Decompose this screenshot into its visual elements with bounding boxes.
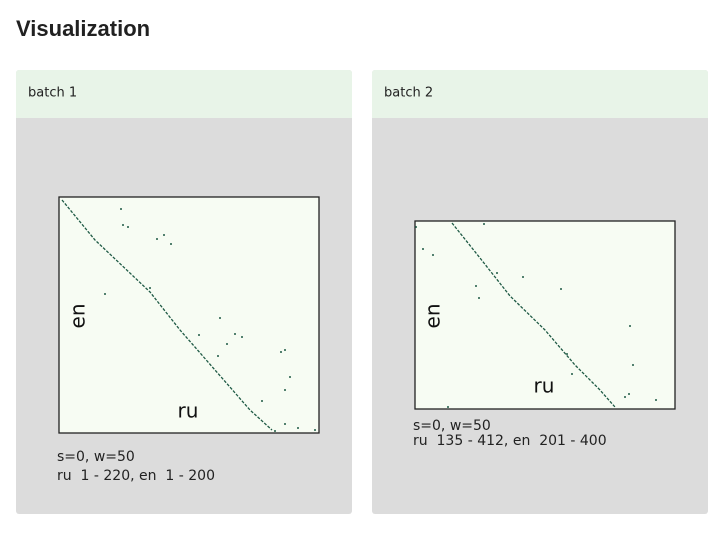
panel-title: batch 1: [28, 86, 77, 101]
scatter-dots: [104, 208, 316, 432]
panel-header: [372, 70, 708, 118]
y-axis-label: en: [421, 304, 445, 329]
alignment-path: [61, 199, 273, 431]
x-axis-label: ru: [178, 399, 199, 423]
scatter-dots: [415, 223, 657, 408]
alignment-path: [451, 222, 616, 408]
range: ru 1 - 220, en 1 - 200: [57, 468, 215, 484]
params: s=0, w=50: [57, 449, 135, 465]
y-axis-label: en: [66, 304, 90, 329]
range: ru 135 - 412, en 201 - 400: [413, 433, 607, 449]
page-title: Visualization: [16, 16, 150, 41]
x-axis-label: ru: [534, 374, 555, 398]
plot: [414, 220, 676, 410]
plot: [58, 196, 320, 434]
params: s=0, w=50: [413, 418, 491, 434]
panel: batch 1 en ru s=0, w=50 ru 1 - 220, en 1…: [16, 70, 352, 514]
panel: batch 2 en ru s=0, w=50 ru 135 - 412, en…: [372, 70, 708, 514]
panel-header: [16, 70, 352, 118]
panel-title: batch 2: [384, 86, 433, 101]
